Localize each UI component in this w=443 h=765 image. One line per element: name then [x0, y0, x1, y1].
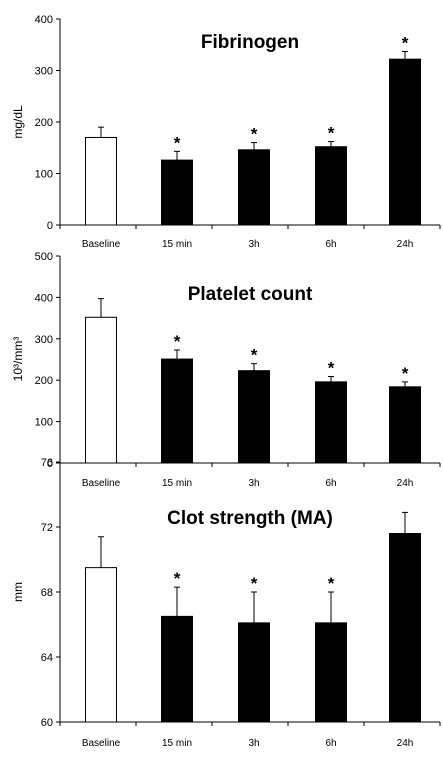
y-tick-label: 64	[41, 652, 53, 664]
x-tick-label: 24h	[397, 738, 414, 749]
chart-panel-3: Clot strength (MA) mm Baseline * 15 min * 3h * 6…	[11, 457, 441, 749]
significance-marker: *	[402, 364, 409, 383]
x-tick-label: 15 min	[162, 738, 192, 749]
significance-marker: *	[251, 125, 258, 144]
x-tick-label: 15 min	[162, 478, 192, 489]
y-tick-label: 76	[41, 457, 53, 469]
bar-24h	[389, 533, 421, 723]
bar-3h	[238, 370, 270, 464]
bar-15-min	[161, 159, 193, 226]
bar-baseline	[85, 136, 117, 226]
chart-panel-2: Platelet count 10³/mm³ Baseline * 15 min * 3h *…	[11, 251, 441, 489]
y-tick-label: 200	[35, 117, 53, 129]
bar-6h	[315, 381, 347, 464]
bar-3h	[238, 622, 270, 723]
x-tick-label: 3h	[248, 239, 259, 250]
chart-panel-1: Fibrinogen mg/dL Baseline * 15 min * 3h * 6h * 24h…	[11, 14, 441, 250]
y-tick-label: 72	[41, 522, 53, 534]
significance-marker: *	[328, 574, 335, 593]
bar-15-min	[161, 358, 193, 464]
y-tick-label: 300	[35, 66, 53, 78]
significance-marker: *	[174, 569, 181, 588]
bar-15-min	[161, 615, 193, 723]
x-tick-label: 3h	[248, 478, 259, 489]
chart-title: Clot strength (MA)	[167, 508, 333, 529]
y-tick-label: 60	[41, 717, 53, 729]
y-axis-label: mg/dL	[11, 105, 25, 139]
x-tick-label: 15 min	[162, 239, 192, 250]
significance-marker: *	[174, 133, 181, 152]
bar-baseline	[85, 567, 117, 723]
bar-6h	[315, 146, 347, 226]
x-tick-label: 24h	[397, 239, 414, 250]
chart-title: Fibrinogen	[201, 32, 299, 53]
y-tick-label: 0	[47, 458, 53, 470]
significance-marker: *	[251, 346, 258, 365]
bar-24h	[389, 58, 421, 226]
y-tick-label: 400	[35, 292, 53, 304]
x-tick-label: Baseline	[82, 478, 121, 489]
bar-baseline	[85, 316, 117, 464]
significance-marker: *	[174, 332, 181, 351]
bar-6h	[315, 622, 347, 723]
x-tick-label: 24h	[397, 478, 414, 489]
x-tick-label: 6h	[325, 239, 336, 250]
y-tick-label: 0	[47, 220, 53, 232]
bar-3h	[238, 149, 270, 226]
y-tick-label: 200	[35, 375, 53, 387]
y-tick-label: 400	[35, 14, 53, 26]
x-tick-label: 6h	[325, 738, 336, 749]
significance-marker: *	[402, 33, 409, 52]
y-tick-label: 300	[35, 334, 53, 346]
significance-marker: *	[251, 574, 258, 593]
significance-marker: *	[328, 124, 335, 143]
y-axis-label: mm	[11, 582, 25, 602]
bar-24h	[389, 386, 421, 464]
chart-title: Platelet count	[188, 284, 313, 305]
x-tick-label: 6h	[325, 478, 336, 489]
x-tick-label: 3h	[248, 738, 259, 749]
y-tick-label: 500	[35, 251, 53, 263]
y-axis-label: 10³/mm³	[11, 337, 25, 382]
x-tick-label: Baseline	[82, 738, 121, 749]
y-tick-label: 100	[35, 169, 53, 181]
y-tick-label: 100	[35, 417, 53, 429]
y-tick-label: 68	[41, 587, 53, 599]
significance-marker: *	[328, 358, 335, 377]
x-tick-label: Baseline	[82, 239, 121, 250]
